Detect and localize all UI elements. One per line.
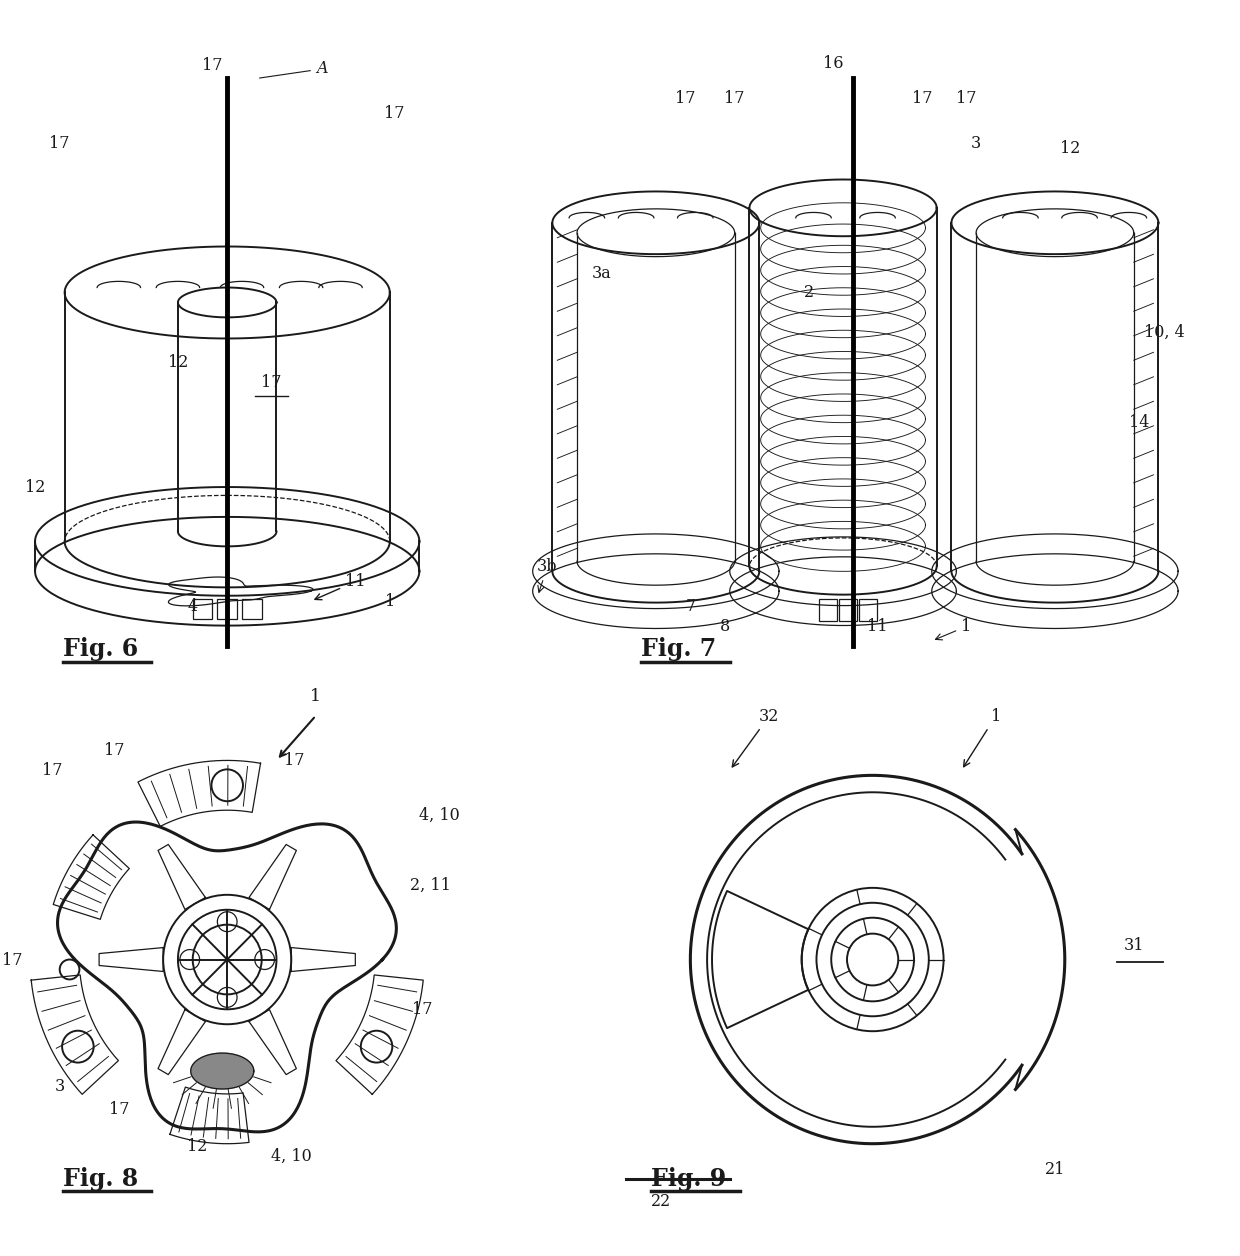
Text: 3a: 3a: [591, 265, 611, 281]
Bar: [217, 599, 237, 619]
Text: 14: 14: [1128, 414, 1149, 431]
Text: 3: 3: [971, 136, 981, 152]
Text: 17: 17: [413, 1001, 433, 1019]
Text: 1: 1: [963, 707, 1001, 766]
Text: 11: 11: [867, 618, 888, 636]
Text: 12: 12: [167, 354, 188, 372]
Text: 4: 4: [187, 598, 198, 615]
Bar: [839, 599, 857, 620]
Bar: [859, 599, 877, 620]
Text: 17: 17: [284, 752, 305, 770]
Text: 7: 7: [686, 598, 696, 615]
Text: 1: 1: [310, 688, 321, 705]
Text: 21: 21: [1045, 1161, 1065, 1178]
Text: 17: 17: [911, 90, 932, 107]
Text: 17: 17: [724, 90, 745, 107]
Text: 4, 10: 4, 10: [270, 1148, 311, 1164]
Text: 17: 17: [202, 58, 223, 74]
Text: 31: 31: [1123, 937, 1145, 953]
Text: 3b: 3b: [537, 558, 558, 593]
Text: 8: 8: [719, 618, 730, 636]
Bar: [192, 599, 212, 619]
Text: Fig. 7: Fig. 7: [641, 637, 717, 661]
Text: 17: 17: [675, 90, 696, 107]
Text: 17: 17: [109, 1100, 129, 1118]
Bar: [820, 599, 837, 620]
Text: 17: 17: [262, 374, 281, 391]
Text: Fig. 6: Fig. 6: [63, 637, 138, 661]
Text: Fig. 8: Fig. 8: [63, 1167, 138, 1191]
Text: A: A: [259, 60, 327, 78]
Text: 1: 1: [935, 618, 971, 639]
Text: 17: 17: [50, 136, 69, 152]
Text: 17: 17: [2, 952, 22, 968]
Text: 12: 12: [187, 1138, 208, 1154]
Text: 1: 1: [384, 593, 394, 610]
Polygon shape: [191, 1053, 254, 1089]
Text: 17: 17: [104, 742, 124, 760]
Text: 3: 3: [55, 1078, 64, 1095]
Text: 32: 32: [733, 707, 780, 767]
Bar: [242, 599, 262, 619]
Text: 22: 22: [651, 1193, 671, 1211]
Text: 2, 11: 2, 11: [409, 877, 450, 894]
Text: 17: 17: [956, 90, 976, 107]
Text: 12: 12: [1059, 141, 1080, 157]
Text: 2: 2: [804, 284, 813, 301]
Text: 17: 17: [42, 762, 62, 779]
Text: 12: 12: [25, 479, 45, 496]
Text: Fig. 9: Fig. 9: [651, 1167, 727, 1191]
Text: 10, 4: 10, 4: [1143, 324, 1184, 342]
Text: 16: 16: [823, 55, 843, 73]
Text: 11: 11: [315, 573, 366, 600]
Text: 17: 17: [384, 106, 405, 122]
Text: 4, 10: 4, 10: [419, 808, 460, 824]
